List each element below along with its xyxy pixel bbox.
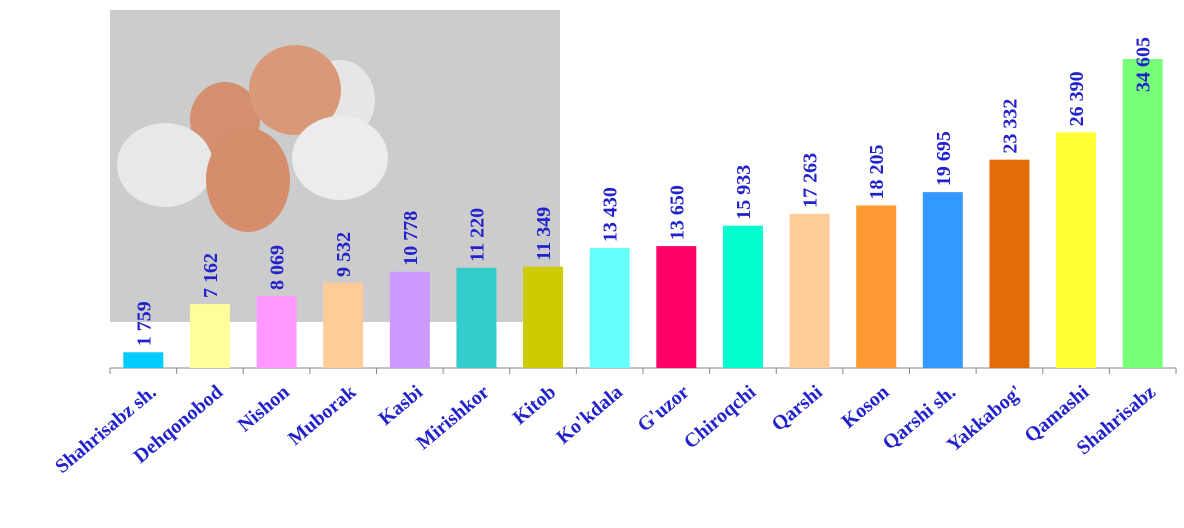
value-label: 15 933 [733,165,755,220]
value-label: 18 205 [866,144,888,199]
value-label: 23 332 [999,99,1021,154]
egg-photo [110,10,560,322]
value-label: 19 695 [933,131,955,186]
bar [523,266,564,368]
bar [656,246,697,368]
value-label: 7 162 [200,253,222,298]
bar [389,271,430,368]
bar [722,225,763,368]
value-label: 13 430 [600,187,622,242]
value-label: 17 263 [800,153,822,208]
x-tick-label: G'uzor [633,381,693,436]
x-tick-label: Mirishkor [412,381,493,454]
x-tick-label: Kasbi [375,381,428,430]
bar [989,159,1030,368]
value-label: 11 220 [466,208,488,262]
bar [123,352,164,368]
value-label: 11 349 [533,207,555,261]
bar [856,205,897,368]
bar [789,213,830,368]
bar [589,248,630,368]
x-tick-label: Chiroqchi [680,381,761,454]
x-tick-label: Ko'kdala [552,381,627,449]
value-label: 8 069 [267,245,289,290]
bar [189,304,230,368]
value-label: 1 759 [133,301,155,346]
bar [922,192,963,368]
value-label: 13 650 [666,185,688,240]
value-label: 34 605 [1133,37,1155,92]
bar [323,282,364,368]
x-tick-label: Nishon [234,381,294,436]
value-label: 10 778 [400,211,422,266]
x-tick-label: Koson [838,381,894,433]
bar [456,267,497,368]
x-tick-label: Muborak [284,380,361,450]
x-tick-label: Qarshi [768,381,828,436]
bar [1056,132,1097,368]
bar [256,295,297,368]
value-label: 9 532 [333,232,355,277]
bar [1122,59,1163,368]
value-label: 26 390 [1066,71,1088,126]
x-tick-label: Kitob [509,381,561,429]
